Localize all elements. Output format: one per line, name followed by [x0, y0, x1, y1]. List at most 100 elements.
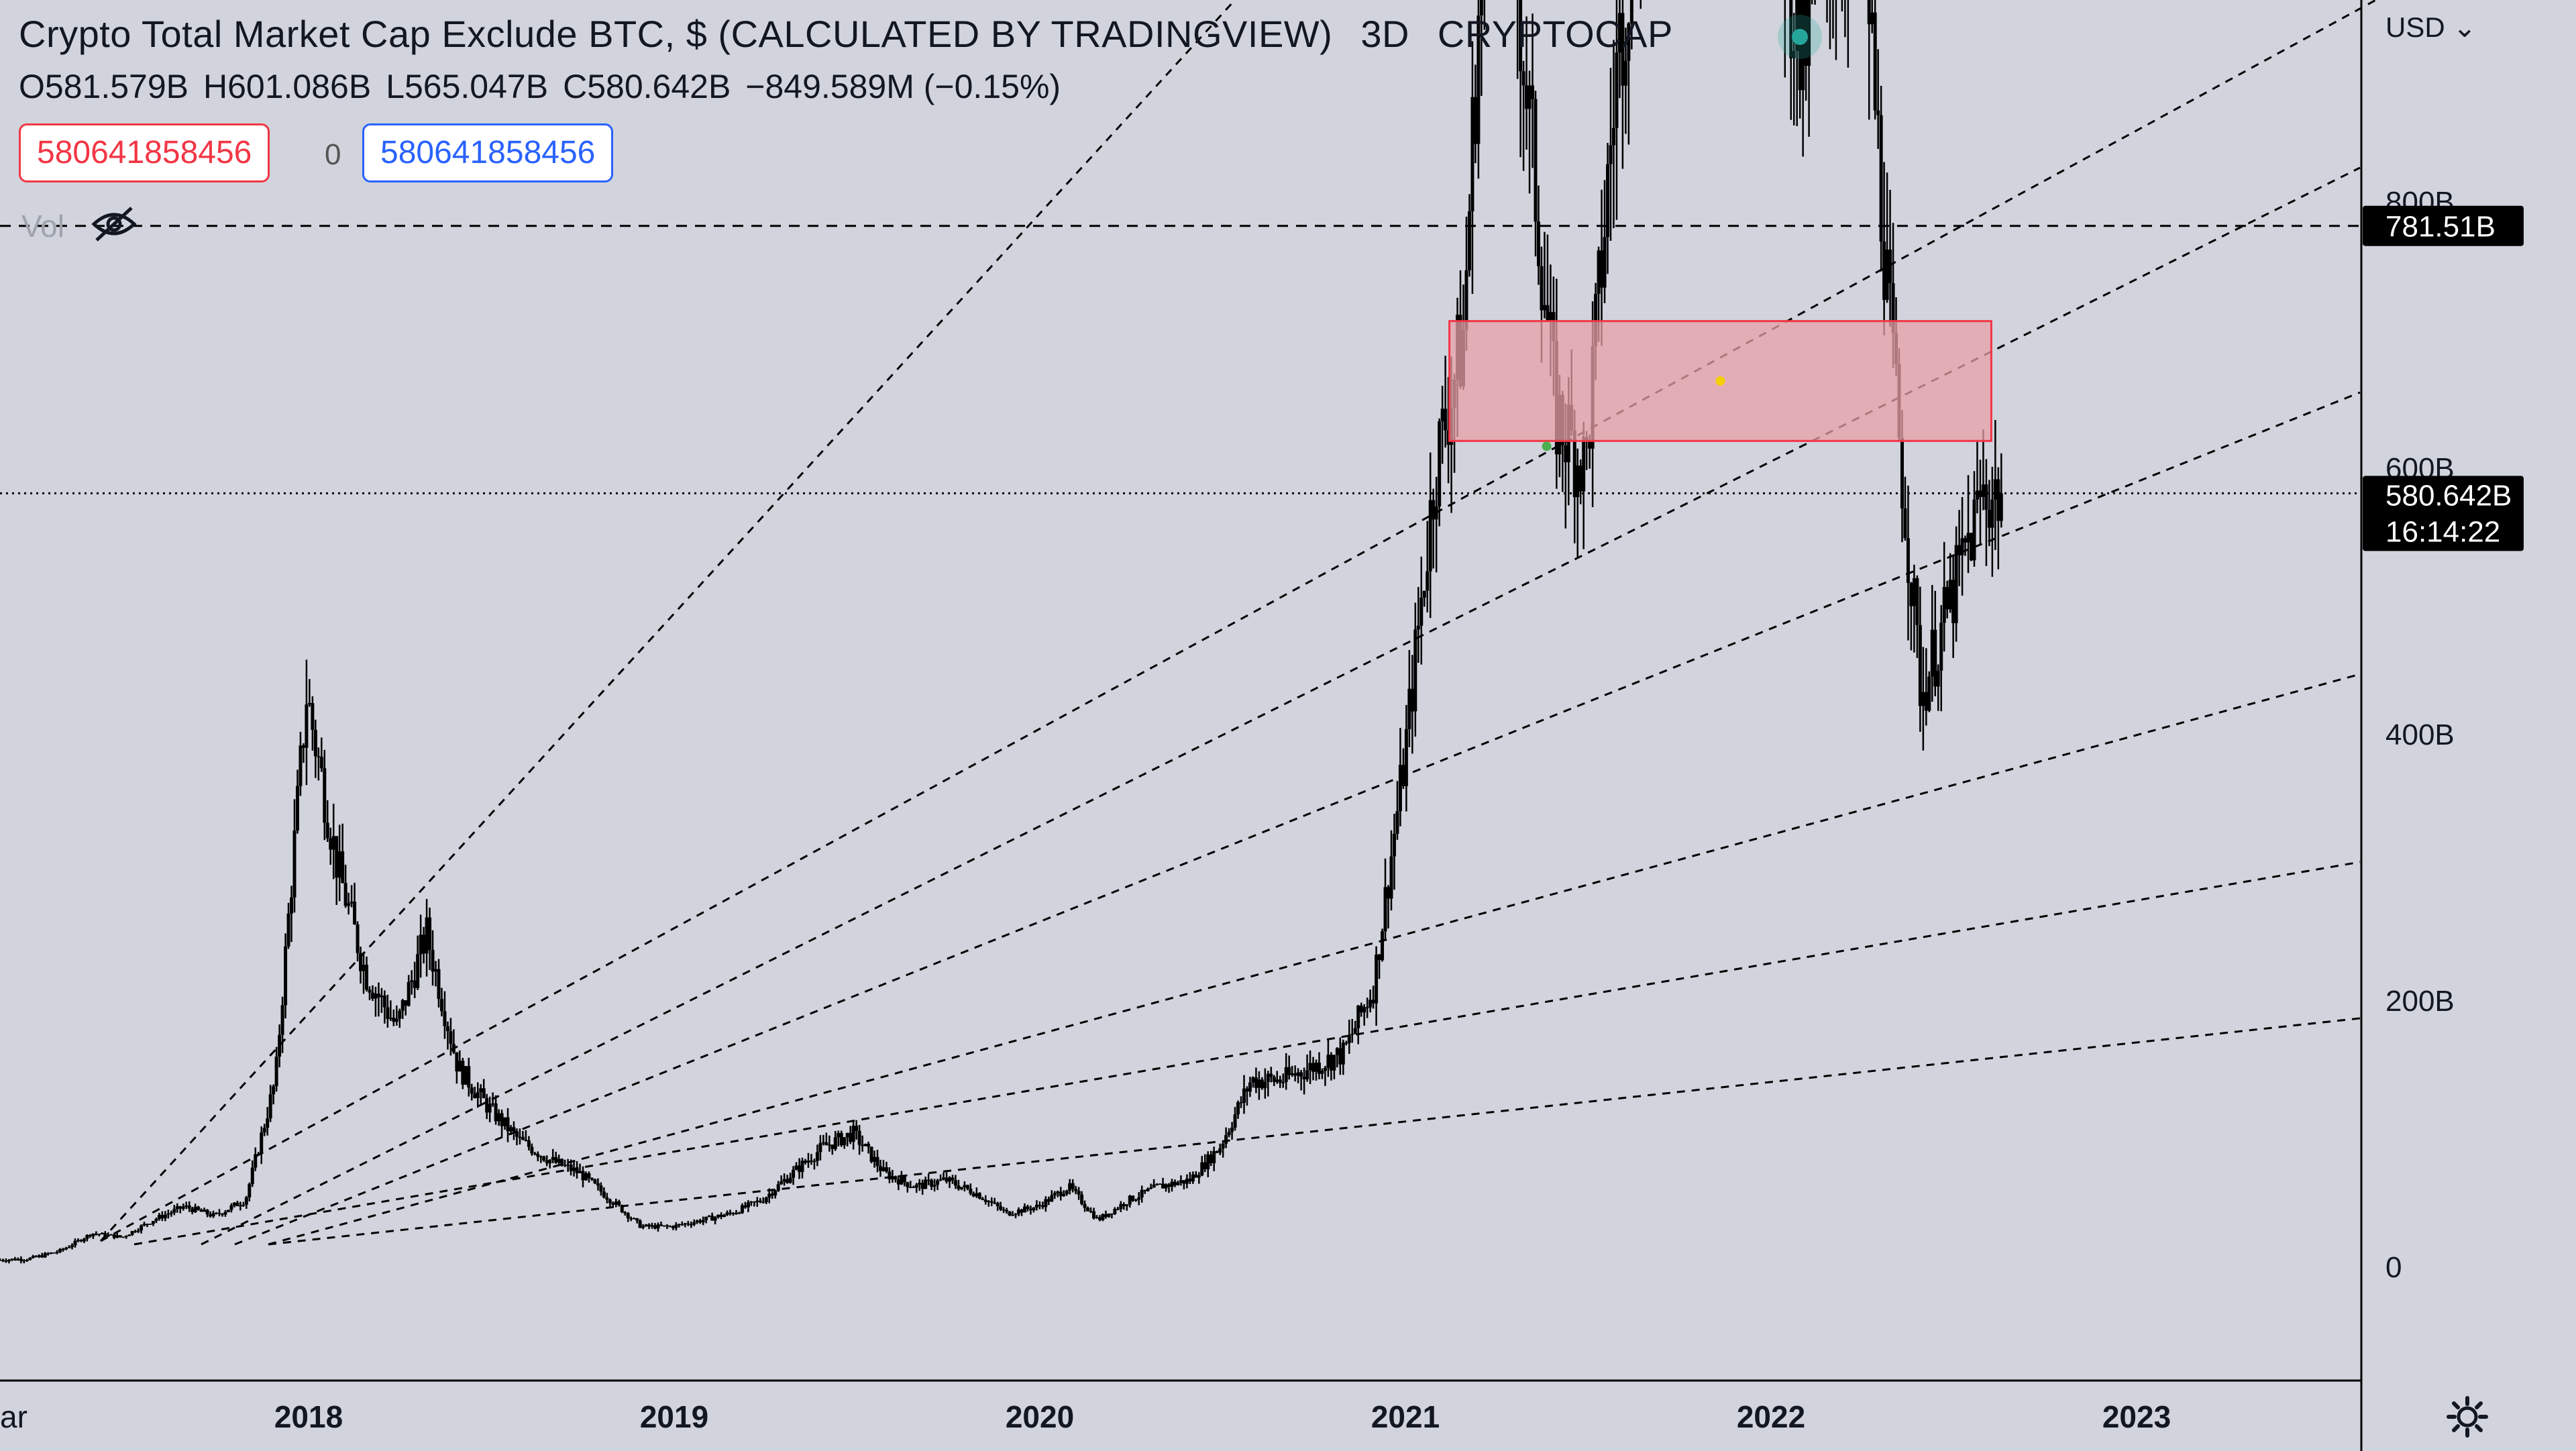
candle-body: [1068, 1183, 1072, 1191]
candle-body: [873, 1157, 877, 1162]
candle-body: [1957, 545, 1962, 555]
eye-crossed-icon[interactable]: [90, 204, 138, 244]
volume-label[interactable]: Vol: [21, 209, 64, 244]
candle-body: [197, 1206, 201, 1210]
candle-body: [235, 1202, 239, 1206]
candle-body: [1113, 1209, 1117, 1214]
interval-label[interactable]: 3D: [1360, 13, 1409, 55]
candle-body: [488, 1104, 492, 1113]
candle-body: [948, 1177, 952, 1182]
candle-body: [1116, 1209, 1120, 1210]
candle-body: [1323, 1067, 1327, 1071]
candle-body: [587, 1173, 591, 1179]
candle-body: [752, 1201, 756, 1203]
candle-body: [999, 1206, 1003, 1210]
candle-body: [575, 1167, 579, 1173]
candle-body: [503, 1117, 507, 1126]
candle-body: [1900, 437, 1904, 508]
candle-body: [837, 1132, 841, 1138]
candle-body: [1597, 250, 1601, 294]
candle-body: [311, 703, 315, 730]
candle-body: [1426, 571, 1430, 591]
candle-body: [1284, 1067, 1288, 1083]
candle-body: [1954, 545, 1958, 623]
candle-body: [1350, 1034, 1354, 1035]
candle-body: [1627, 23, 1631, 61]
candle-body: [1519, 0, 1523, 72]
candle-body: [1038, 1205, 1042, 1206]
currency-selector[interactable]: USD ⌄: [2385, 11, 2477, 44]
candle-body: [1416, 625, 1420, 630]
candle-body: [1970, 533, 1974, 561]
buy-price-button[interactable]: 580641858456: [362, 123, 614, 182]
candle-body: [1930, 629, 1934, 677]
candle-body: [1293, 1073, 1297, 1076]
candle-body: [61, 1248, 65, 1250]
candle-body: [1422, 590, 1426, 598]
candle-body: [1260, 1079, 1264, 1089]
candle-body: [608, 1199, 612, 1203]
candle-body: [1239, 1102, 1243, 1104]
candle-body: [668, 1226, 672, 1228]
candle-body: [1966, 533, 1970, 543]
candle-body: [1615, 52, 1619, 128]
candle-body: [677, 1224, 681, 1226]
candle-body: [1807, 0, 1811, 66]
candle-body: [1525, 85, 1529, 109]
candle-body: [1296, 1072, 1300, 1076]
candle-body: [701, 1220, 705, 1223]
candle-body: [1410, 688, 1414, 712]
candle-body: [1368, 1000, 1373, 1008]
candle-body: [443, 1011, 447, 1026]
sell-price-button[interactable]: 580641858456: [19, 123, 270, 182]
candle-body: [1134, 1199, 1138, 1201]
candle-body: [1407, 688, 1411, 729]
candle-body: [1269, 1073, 1273, 1077]
candle-body: [1034, 1205, 1038, 1208]
candle-body: [127, 1234, 131, 1236]
candle-body: [1287, 1067, 1291, 1075]
candle-body: [1432, 500, 1436, 520]
gear-icon[interactable]: [2446, 1395, 2489, 1438]
candle-body: [1404, 729, 1408, 786]
candle-body: [473, 1093, 477, 1098]
fan-line: [234, 391, 2361, 1246]
candle-body: [347, 903, 351, 906]
candle-body: [942, 1177, 946, 1180]
candle-body: [413, 980, 417, 988]
candle-body: [217, 1212, 221, 1214]
candle-body: [1242, 1088, 1246, 1103]
candle-body: [692, 1222, 696, 1225]
candle-body: [394, 1018, 398, 1022]
candle-body: [1401, 765, 1405, 786]
candle-body: [70, 1245, 74, 1248]
candle-body: [1044, 1199, 1048, 1207]
candle-body: [1326, 1055, 1330, 1068]
candle-body: [638, 1220, 642, 1228]
symbol-title[interactable]: Crypto Total Market Cap Exclude BTC, $ (…: [19, 13, 1333, 55]
candle-body: [337, 851, 341, 878]
candle-body: [439, 999, 443, 1012]
candle-body: [1885, 250, 1889, 301]
candle-body: [806, 1160, 810, 1163]
candle-body: [812, 1161, 816, 1163]
candle-body: [590, 1178, 594, 1180]
candle-body: [67, 1247, 71, 1248]
candle-body: [1254, 1077, 1258, 1088]
candle-body: [894, 1176, 898, 1180]
bar-countdown-label: 16:14:22: [2385, 515, 2500, 548]
candle-body: [28, 1258, 32, 1260]
candle-body: [506, 1117, 510, 1132]
candle-body: [416, 954, 420, 988]
candle-body: [193, 1206, 197, 1212]
candle-body: [191, 1208, 195, 1212]
candle-body: [563, 1165, 567, 1167]
candle-body: [215, 1212, 219, 1214]
candle-body: [1789, 0, 1793, 58]
candle-body: [88, 1235, 92, 1236]
candle-body: [382, 996, 386, 1008]
candle-body: [280, 1005, 284, 1035]
candle-body: [1188, 1179, 1192, 1182]
candle-body: [1194, 1174, 1198, 1178]
